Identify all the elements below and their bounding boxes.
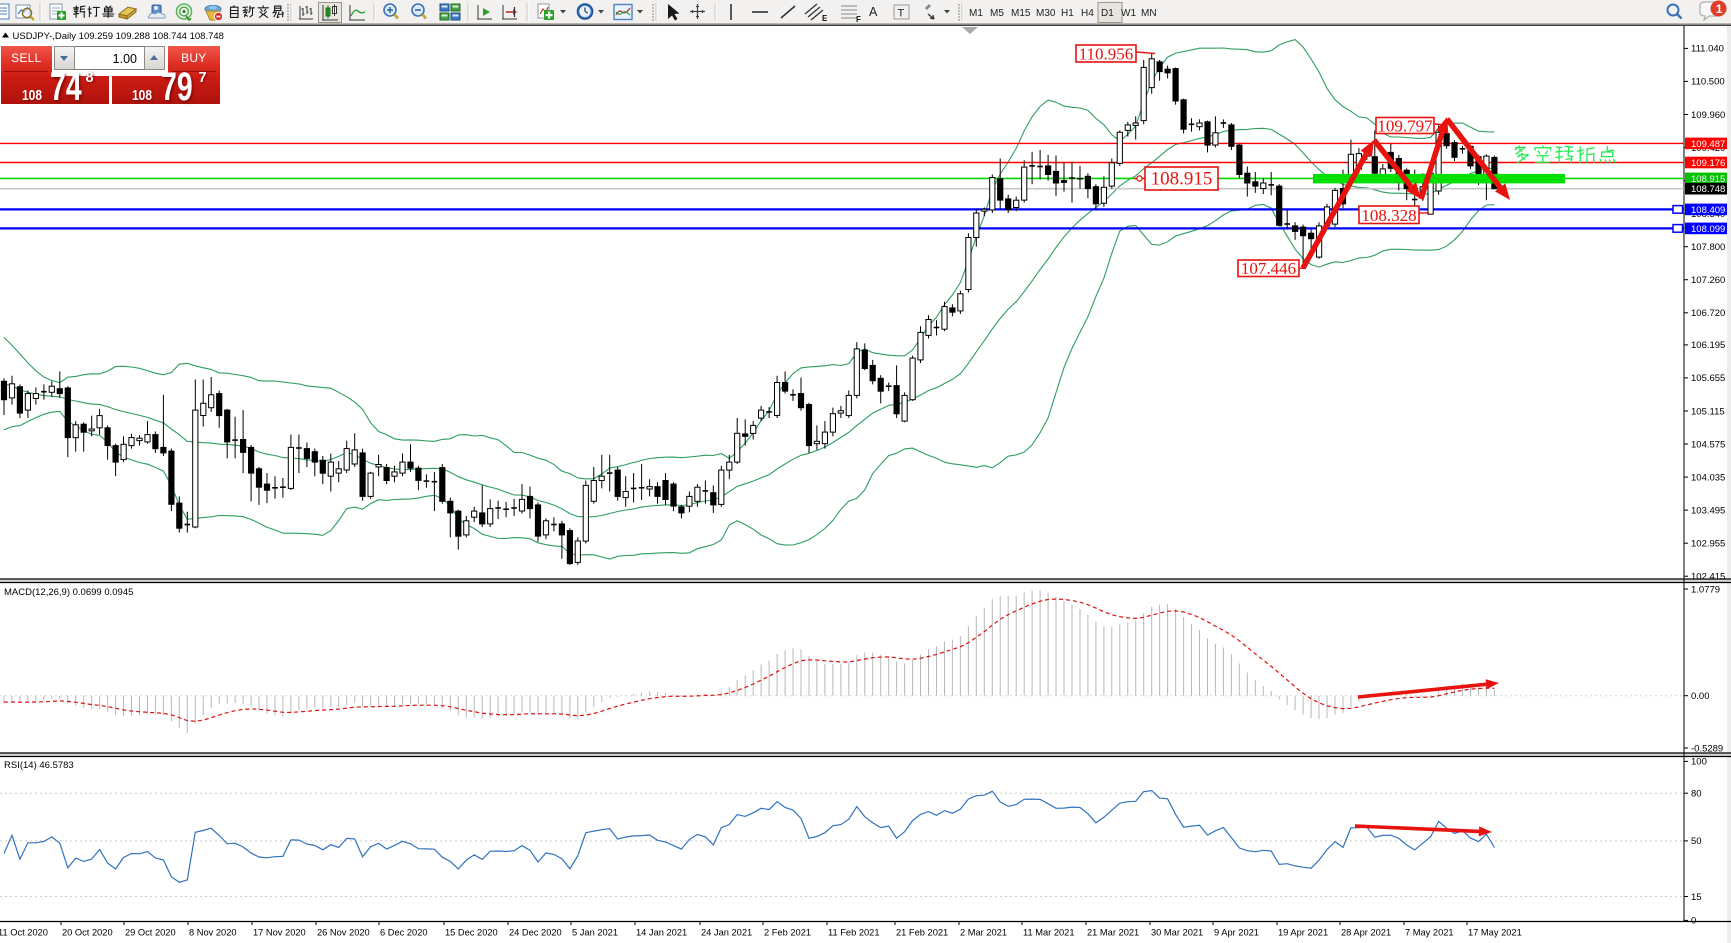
svg-text:7 May 2021: 7 May 2021 bbox=[1405, 928, 1454, 938]
svg-text:M1: M1 bbox=[969, 8, 983, 19]
svg-text:17 May 2021: 17 May 2021 bbox=[1468, 928, 1522, 938]
svg-text:21 Feb 2021: 21 Feb 2021 bbox=[896, 928, 948, 938]
svg-text:108.915: 108.915 bbox=[1151, 169, 1213, 190]
svg-text:15 Dec 2020: 15 Dec 2020 bbox=[445, 928, 498, 938]
svg-text:M15: M15 bbox=[1011, 8, 1031, 19]
svg-text:E: E bbox=[822, 14, 828, 23]
svg-text:108.409: 108.409 bbox=[1691, 205, 1725, 216]
svg-text:109.176: 109.176 bbox=[1691, 158, 1725, 169]
svg-text:21 Mar 2021: 21 Mar 2021 bbox=[1087, 928, 1139, 938]
svg-text:107.260: 107.260 bbox=[1691, 275, 1725, 286]
svg-text:H4: H4 bbox=[1081, 8, 1094, 19]
svg-text:RSI(14) 46.5783: RSI(14) 46.5783 bbox=[4, 760, 74, 771]
svg-text:26 Nov 2020: 26 Nov 2020 bbox=[317, 928, 370, 938]
svg-text:MN: MN bbox=[1141, 8, 1157, 19]
svg-text:9 Apr 2021: 9 Apr 2021 bbox=[1214, 928, 1259, 938]
svg-text:1.0779: 1.0779 bbox=[1691, 584, 1720, 595]
svg-text:30 Mar 2021: 30 Mar 2021 bbox=[1151, 928, 1203, 938]
svg-text:110.956: 110.956 bbox=[1079, 45, 1134, 64]
svg-text:M30: M30 bbox=[1036, 8, 1056, 19]
svg-text:105.655: 105.655 bbox=[1691, 373, 1725, 384]
svg-text:108.915: 108.915 bbox=[1691, 174, 1725, 185]
svg-text:109.797: 109.797 bbox=[1377, 117, 1433, 136]
svg-text:107.446: 107.446 bbox=[1241, 259, 1296, 278]
svg-text:11 Feb 2021: 11 Feb 2021 bbox=[828, 928, 880, 938]
svg-text:19 Apr 2021: 19 Apr 2021 bbox=[1278, 928, 1328, 938]
svg-text:106.720: 106.720 bbox=[1691, 308, 1725, 319]
svg-text:D1: D1 bbox=[1101, 8, 1114, 19]
svg-text:50: 50 bbox=[1691, 836, 1702, 847]
svg-text:2 Mar 2021: 2 Mar 2021 bbox=[960, 928, 1007, 938]
svg-text:28 Apr 2021: 28 Apr 2021 bbox=[1341, 928, 1391, 938]
svg-text:100: 100 bbox=[1691, 757, 1707, 768]
svg-text:5 Jan 2021: 5 Jan 2021 bbox=[572, 928, 618, 938]
svg-text:17 Nov 2020: 17 Nov 2020 bbox=[253, 928, 306, 938]
svg-text:105.115: 105.115 bbox=[1691, 406, 1725, 417]
svg-text:M5: M5 bbox=[990, 8, 1004, 19]
svg-text:80: 80 bbox=[1691, 789, 1702, 800]
svg-text:14 Jan 2021: 14 Jan 2021 bbox=[636, 928, 687, 938]
svg-text:USDJPY-,Daily 109.259 109.288: USDJPY-,Daily 109.259 109.288 108.744 10… bbox=[13, 31, 224, 42]
svg-text:0.00: 0.00 bbox=[1691, 691, 1710, 702]
svg-text:107.800: 107.800 bbox=[1691, 242, 1725, 253]
svg-text:6 Dec 2020: 6 Dec 2020 bbox=[380, 928, 428, 938]
svg-text:104.035: 104.035 bbox=[1691, 472, 1725, 483]
svg-text:2 Feb 2021: 2 Feb 2021 bbox=[764, 928, 811, 938]
svg-text:T: T bbox=[898, 8, 905, 20]
svg-text:106.195: 106.195 bbox=[1691, 340, 1725, 351]
svg-text:108.748: 108.748 bbox=[1691, 184, 1725, 195]
svg-text:F: F bbox=[856, 15, 861, 24]
svg-text:108.328: 108.328 bbox=[1361, 206, 1416, 225]
svg-text:MACD(12,26,9) 0.0699 0.0945: MACD(12,26,9) 0.0699 0.0945 bbox=[4, 587, 133, 598]
svg-text:W1: W1 bbox=[1121, 8, 1136, 19]
svg-text:103.495: 103.495 bbox=[1691, 505, 1725, 516]
svg-text:H1: H1 bbox=[1061, 8, 1074, 19]
svg-text:110.500: 110.500 bbox=[1691, 77, 1725, 88]
svg-text:24 Dec 2020: 24 Dec 2020 bbox=[509, 928, 562, 938]
svg-text:24 Jan 2021: 24 Jan 2021 bbox=[701, 928, 752, 938]
svg-text:15: 15 bbox=[1691, 892, 1702, 903]
svg-text:20 Oct 2020: 20 Oct 2020 bbox=[62, 928, 113, 938]
svg-text:102.955: 102.955 bbox=[1691, 539, 1725, 550]
svg-text:102.415: 102.415 bbox=[1691, 572, 1725, 583]
svg-text:111.040: 111.040 bbox=[1691, 44, 1724, 55]
svg-text:11 Oct 2020: 11 Oct 2020 bbox=[0, 928, 48, 938]
svg-text:109.960: 109.960 bbox=[1691, 110, 1725, 121]
svg-text:8 Nov 2020: 8 Nov 2020 bbox=[189, 928, 237, 938]
svg-text:108.099: 108.099 bbox=[1691, 224, 1725, 235]
svg-text:11 Mar 2021: 11 Mar 2021 bbox=[1023, 928, 1075, 938]
svg-text:29 Oct 2020: 29 Oct 2020 bbox=[125, 928, 176, 938]
svg-text:-0.5289: -0.5289 bbox=[1691, 743, 1723, 754]
svg-text:A: A bbox=[869, 5, 878, 19]
svg-text:109.487: 109.487 bbox=[1691, 139, 1725, 150]
svg-text:1: 1 bbox=[1716, 2, 1723, 16]
svg-text:0: 0 bbox=[1691, 916, 1696, 927]
svg-text:104.575: 104.575 bbox=[1691, 439, 1725, 450]
